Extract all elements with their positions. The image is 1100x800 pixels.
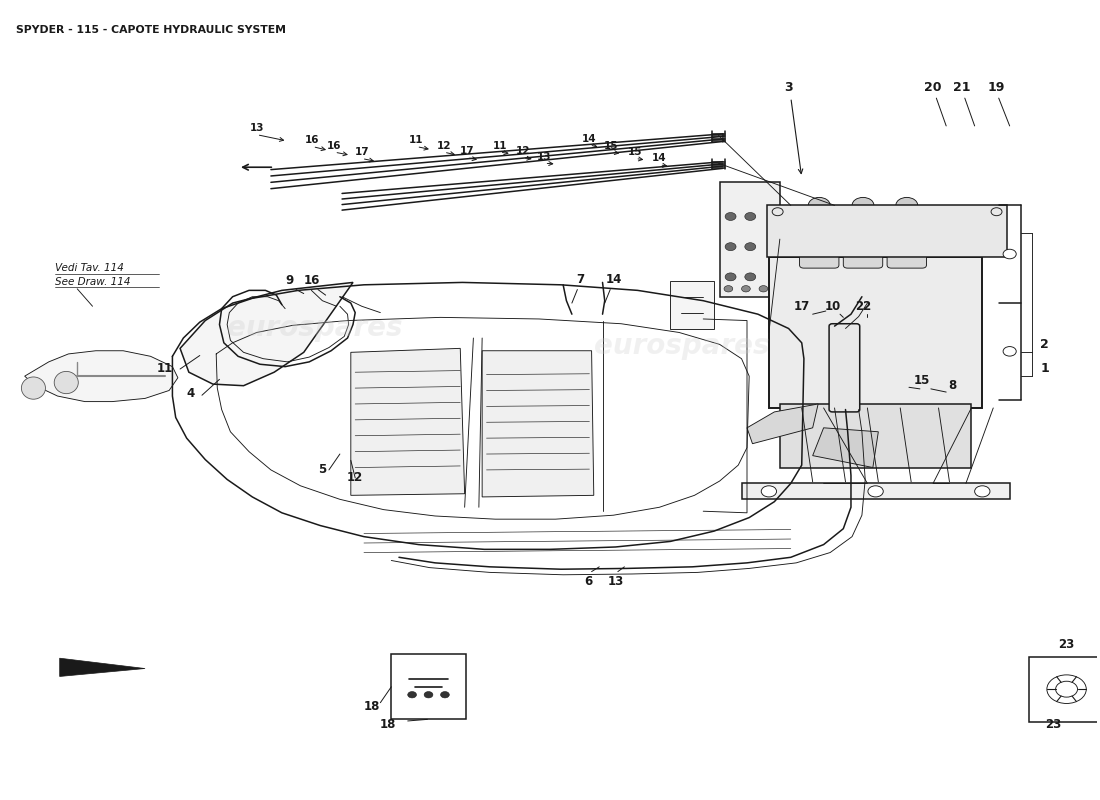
Polygon shape [719,182,780,297]
FancyBboxPatch shape [829,324,860,412]
Text: 1: 1 [1041,362,1049,374]
Polygon shape [741,483,1010,499]
Text: Vedi Tav. 114
See Draw. 114: Vedi Tav. 114 See Draw. 114 [55,263,131,286]
Text: 17: 17 [460,146,474,156]
Polygon shape [24,350,178,402]
Circle shape [408,691,417,698]
Polygon shape [747,404,818,444]
Circle shape [441,691,449,698]
Text: 17: 17 [793,300,810,313]
Circle shape [808,198,830,214]
Polygon shape [351,348,464,495]
Text: 23: 23 [1058,638,1075,651]
Text: 13: 13 [250,123,264,134]
Text: 6: 6 [584,574,593,588]
Circle shape [895,198,917,214]
Text: 8: 8 [948,379,957,392]
Text: 3: 3 [784,82,793,94]
Circle shape [975,486,990,497]
Circle shape [761,486,777,497]
Polygon shape [813,428,878,467]
Circle shape [725,213,736,221]
Text: 16: 16 [327,141,342,150]
Text: eurospares: eurospares [227,314,403,342]
Text: 19: 19 [988,82,1005,94]
Ellipse shape [21,377,45,399]
Text: 12: 12 [516,146,530,156]
Circle shape [759,286,768,292]
Text: 15: 15 [914,374,931,386]
Text: SPYDER - 115 - CAPOTE HYDRAULIC SYSTEM: SPYDER - 115 - CAPOTE HYDRAULIC SYSTEM [15,25,286,35]
FancyBboxPatch shape [800,210,839,268]
Text: 5: 5 [318,463,327,477]
Text: 12: 12 [348,471,363,484]
Text: 21: 21 [953,82,970,94]
FancyBboxPatch shape [887,210,926,268]
Text: 23: 23 [1045,718,1062,730]
Text: 4: 4 [187,387,195,400]
Text: 14: 14 [605,273,621,286]
Circle shape [745,242,756,250]
FancyBboxPatch shape [392,654,465,719]
Text: 18: 18 [379,718,396,730]
Polygon shape [769,257,982,408]
Ellipse shape [54,371,78,394]
Circle shape [425,691,433,698]
Text: 11: 11 [156,362,173,374]
Text: 7: 7 [576,273,585,286]
Text: 16: 16 [306,135,320,146]
Polygon shape [180,282,353,386]
Text: 20: 20 [924,82,942,94]
Circle shape [741,286,750,292]
Polygon shape [670,281,714,329]
Text: 12: 12 [437,141,451,150]
Text: 13: 13 [607,574,624,588]
Text: 15: 15 [604,141,618,150]
Text: 13: 13 [537,152,552,162]
Text: 18: 18 [363,700,379,713]
Circle shape [868,486,883,497]
Polygon shape [767,206,1008,257]
Text: 11: 11 [493,141,507,150]
Circle shape [1003,346,1016,356]
Text: 22: 22 [855,300,871,313]
Text: 15: 15 [628,147,642,157]
Text: 10: 10 [824,300,840,313]
Circle shape [1003,250,1016,258]
Text: 14: 14 [652,154,667,163]
Text: 17: 17 [354,147,370,157]
FancyBboxPatch shape [844,210,882,268]
Text: 11: 11 [409,135,424,146]
Circle shape [725,242,736,250]
Text: 14: 14 [582,134,596,144]
Circle shape [745,273,756,281]
Text: 2: 2 [1041,338,1049,351]
FancyBboxPatch shape [1030,657,1100,722]
Circle shape [724,286,733,292]
Polygon shape [59,658,145,677]
Polygon shape [780,404,971,467]
Circle shape [725,273,736,281]
Text: eurospares: eurospares [594,332,769,360]
Text: 9: 9 [285,274,294,287]
Text: 16: 16 [304,274,320,287]
Circle shape [745,213,756,221]
Polygon shape [482,350,594,497]
Circle shape [852,198,874,214]
